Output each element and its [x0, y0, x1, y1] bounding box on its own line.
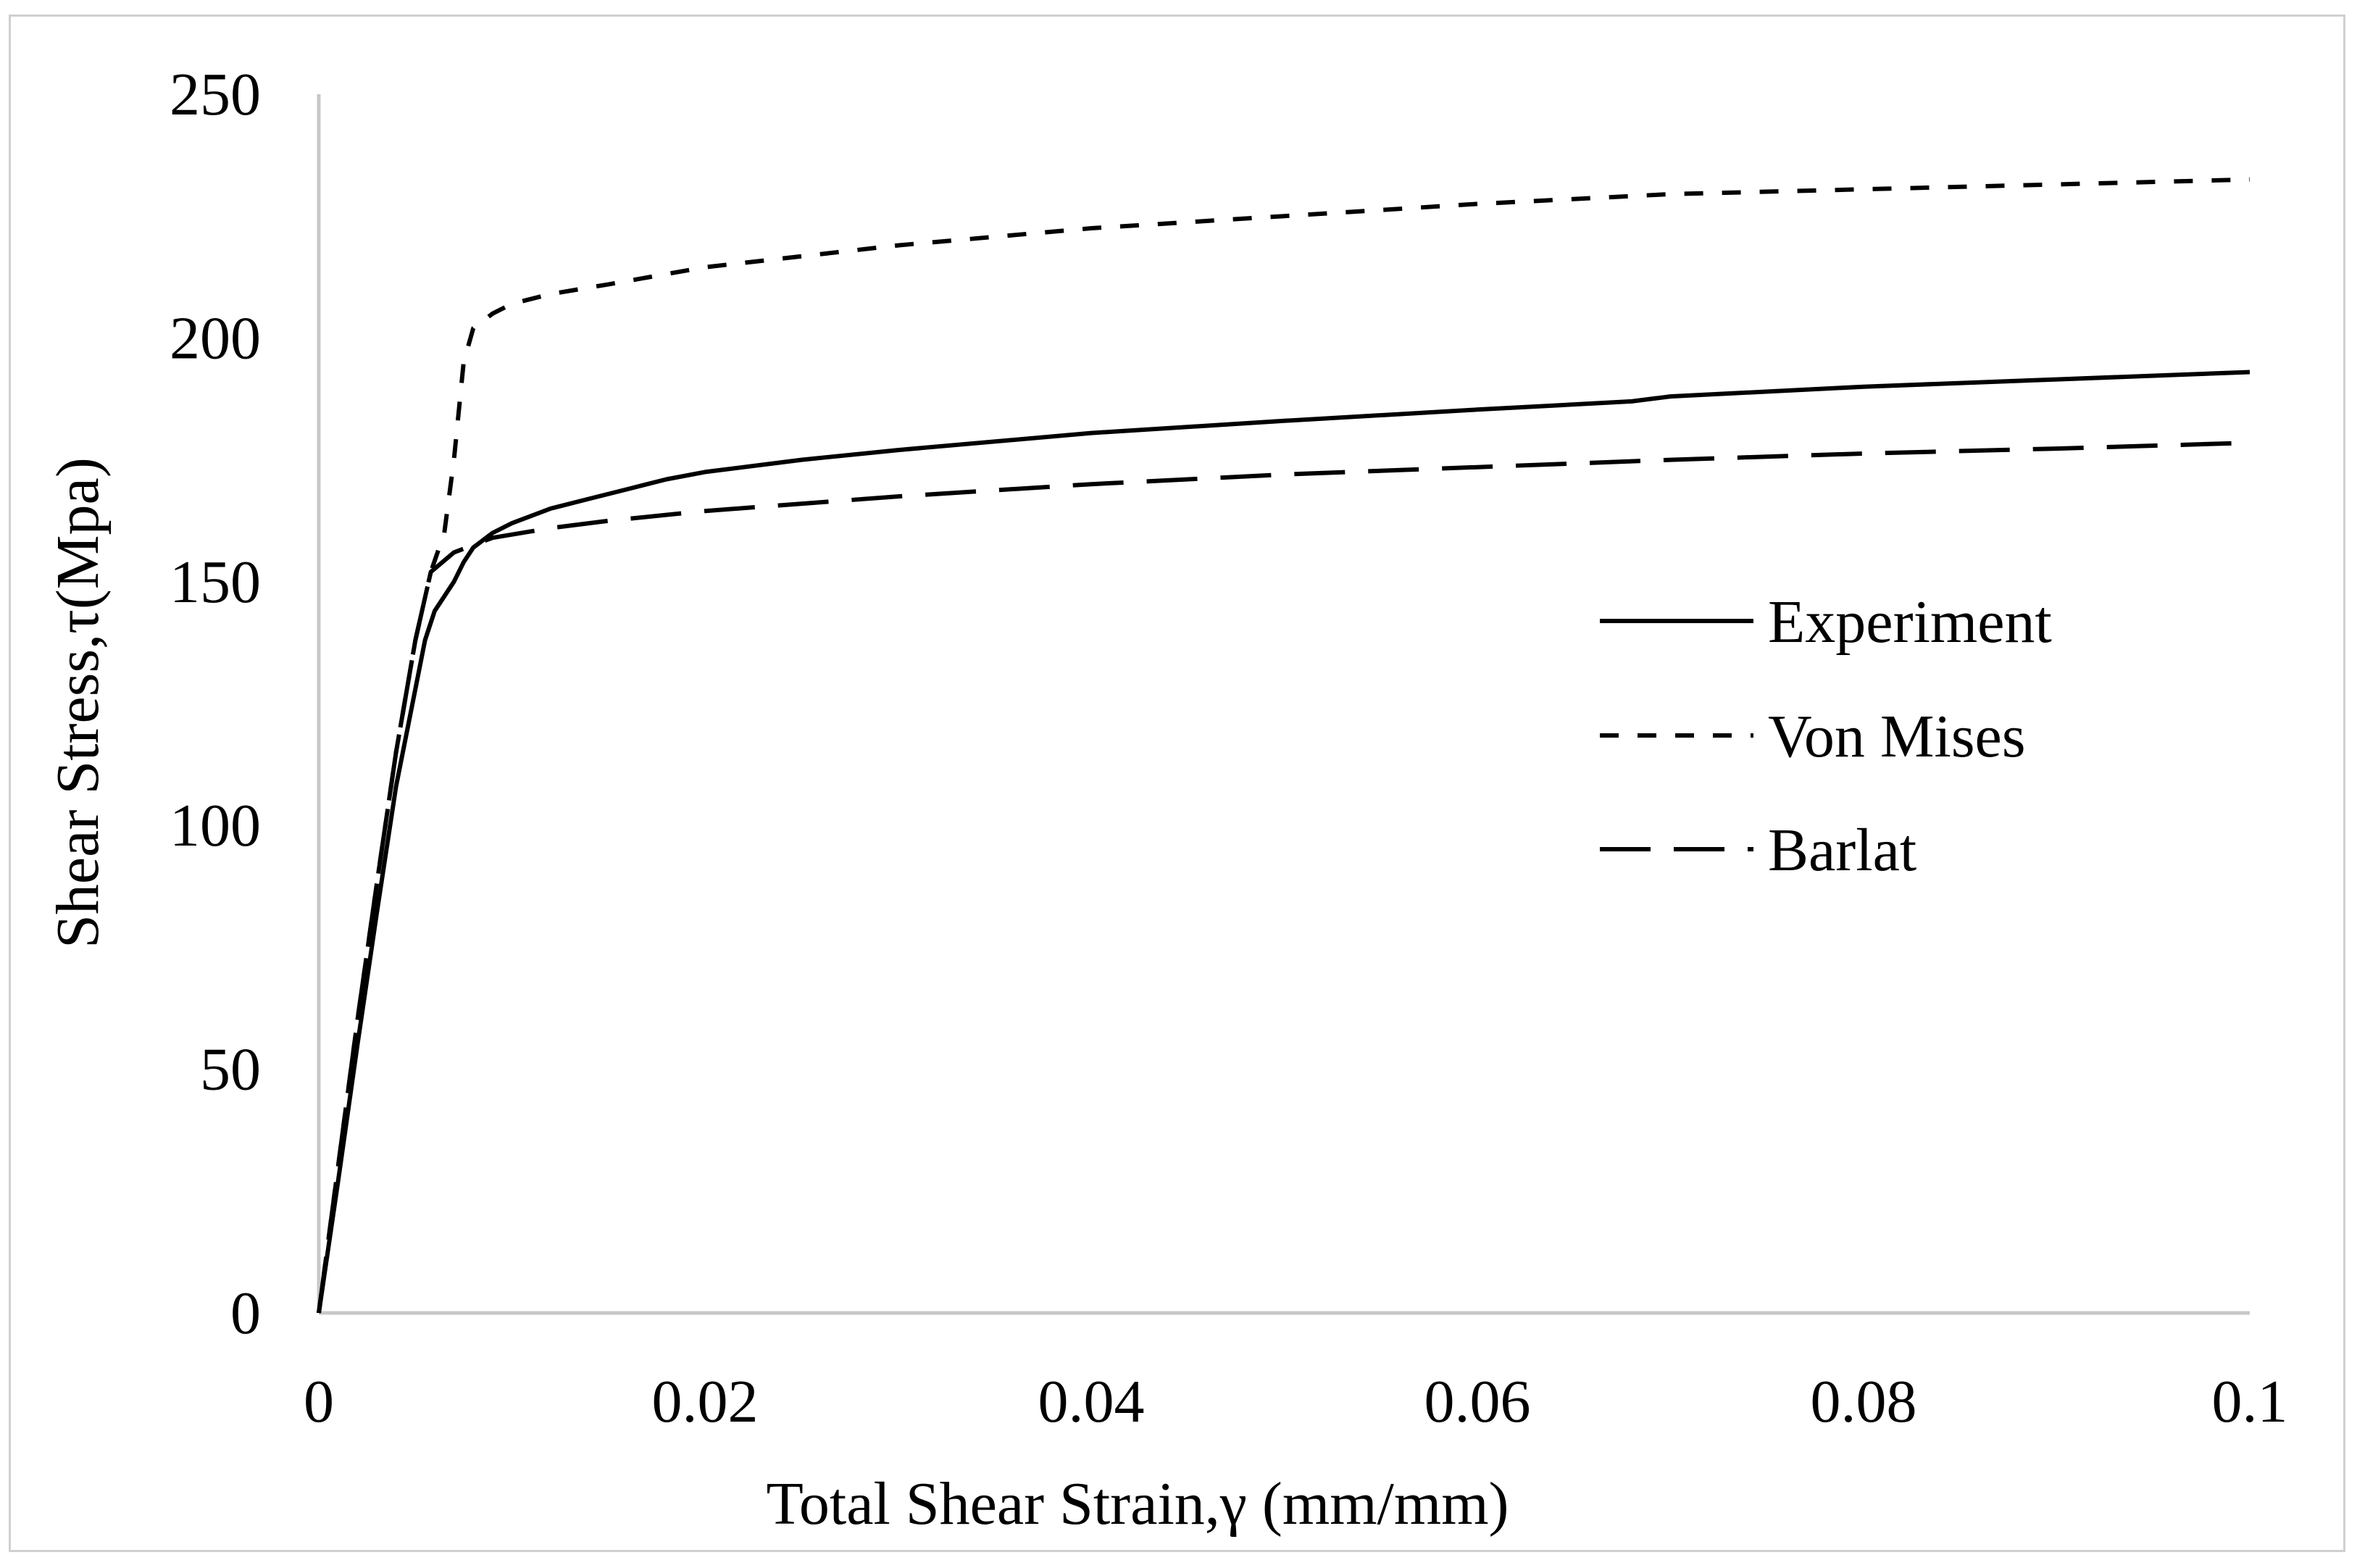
legend-label-barlat: Barlat	[1768, 817, 1916, 884]
series-line-barlat	[317, 441, 2250, 1314]
axes	[317, 94, 2250, 1315]
x-tick-label: 0.1	[2212, 1368, 2288, 1435]
y-tick-label: 100	[170, 792, 261, 859]
y-tick-label: 200	[170, 304, 261, 372]
x-axis-title: Total Shear Strain,γ (mm/mm)	[766, 1470, 1509, 1538]
x-tick-label: 0.04	[1038, 1368, 1145, 1435]
series	[317, 177, 2250, 1314]
x-tick-label: 0.02	[652, 1368, 759, 1435]
x-tick-label: 0.08	[1811, 1368, 1917, 1435]
y-tick-label: 150	[170, 549, 261, 616]
x-tick-label: 0	[304, 1368, 334, 1435]
tick-labels: 0 0.02 0.04 0.06 0.08 0.1 0 50 100 150 200 250	[170, 61, 2288, 1435]
x-tick-label: 0.06	[1424, 1368, 1531, 1435]
legend-label-experiment: Experiment	[1768, 588, 2052, 656]
y-tick-label: 50	[200, 1036, 261, 1104]
y-tick-label: 0	[230, 1280, 261, 1347]
series-line-experiment	[317, 370, 2250, 1314]
y-axis-title: Shear Stress,τ(Mpa)	[44, 457, 112, 948]
y-tick-label: 250	[170, 61, 261, 128]
legend-label-von-mises: Von Mises	[1768, 703, 2026, 770]
legend: Experiment Von Mises Barlat	[1600, 588, 2052, 884]
